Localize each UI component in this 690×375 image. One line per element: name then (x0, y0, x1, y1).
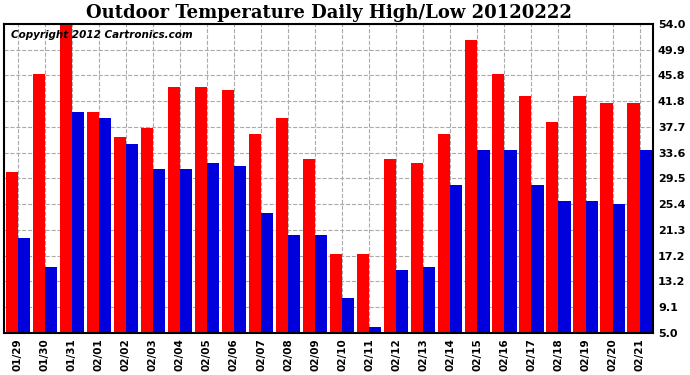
Bar (207, 163, 219, 333)
Bar (99, 118, 111, 333)
Bar (45, 267, 57, 333)
Bar (32, 74, 45, 333)
Bar (114, 137, 126, 333)
Bar (640, 150, 652, 333)
Bar (303, 159, 315, 333)
Bar (613, 204, 624, 333)
Bar (72, 112, 84, 333)
Bar (234, 166, 246, 333)
Bar (276, 118, 288, 333)
Bar (627, 103, 640, 333)
Bar (180, 169, 192, 333)
Bar (168, 87, 180, 333)
Bar (411, 163, 423, 333)
Bar (477, 150, 489, 333)
Title: Outdoor Temperature Daily High/Low 20120222: Outdoor Temperature Daily High/Low 20120… (86, 4, 571, 22)
Bar (438, 134, 451, 333)
Bar (315, 235, 327, 333)
Bar (141, 128, 153, 333)
Bar (492, 74, 504, 333)
Bar (558, 201, 571, 333)
Bar (384, 159, 396, 333)
Bar (59, 24, 72, 333)
Bar (87, 112, 99, 333)
Bar (18, 238, 30, 333)
Bar (126, 144, 138, 333)
Bar (221, 90, 234, 333)
Bar (330, 254, 342, 333)
Bar (520, 96, 531, 333)
Bar (573, 96, 586, 333)
Bar (6, 172, 18, 333)
Bar (504, 150, 517, 333)
Bar (195, 87, 207, 333)
Bar (451, 185, 462, 333)
Bar (153, 169, 165, 333)
Text: Copyright 2012 Cartronics.com: Copyright 2012 Cartronics.com (10, 30, 193, 40)
Bar (465, 39, 477, 333)
Bar (531, 185, 544, 333)
Bar (357, 254, 369, 333)
Bar (546, 122, 558, 333)
Bar (249, 134, 261, 333)
Bar (261, 213, 273, 333)
Bar (396, 270, 408, 333)
Bar (369, 327, 382, 333)
Bar (586, 201, 598, 333)
Bar (423, 267, 435, 333)
Bar (600, 103, 613, 333)
Bar (288, 235, 300, 333)
Bar (342, 298, 355, 333)
